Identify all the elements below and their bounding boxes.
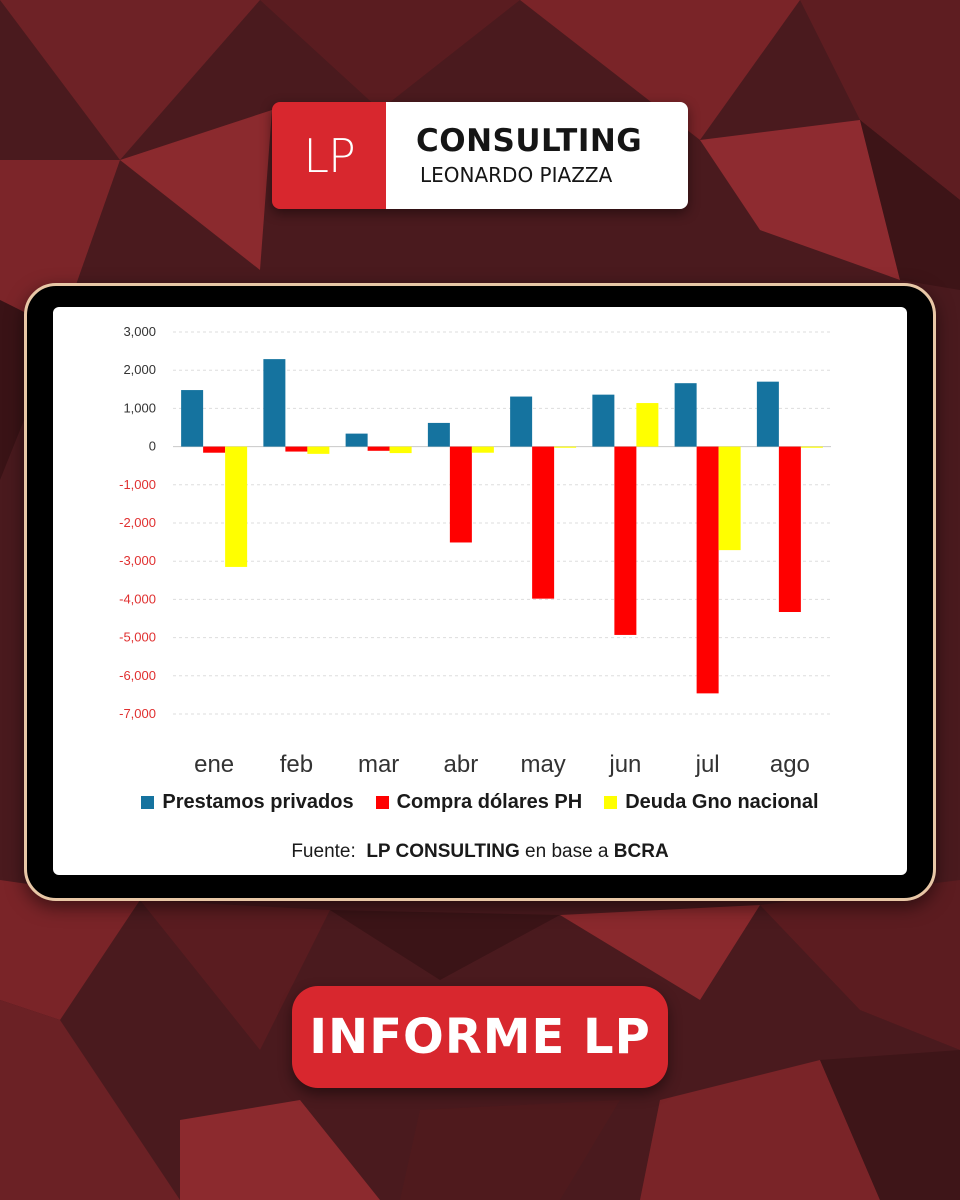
bar-may-s0	[510, 396, 533, 447]
y-tick-label: -2,000	[119, 515, 156, 530]
x-tick-label: ene	[194, 751, 234, 778]
bar-ago-s0	[756, 381, 779, 447]
source-mid: en base a	[525, 841, 609, 862]
source-org: LP CONSULTING	[366, 841, 520, 862]
bar-jul-s2	[718, 446, 741, 551]
y-tick-label: -7,000	[119, 706, 156, 721]
bar-feb-s1	[285, 446, 308, 452]
bar-ene-s2	[225, 446, 248, 567]
x-tick-label: ago	[770, 751, 810, 778]
legend-item-prestamos: Prestamos privados	[141, 791, 354, 814]
y-tick-label: -6,000	[119, 668, 156, 683]
x-tick-label: abr	[444, 751, 479, 778]
y-tick-label: -1,000	[119, 477, 156, 492]
y-tick-label: 0	[149, 439, 156, 454]
x-tick-label: jun	[608, 751, 641, 778]
source-note: Fuente: LP CONSULTING en base a BCRA	[53, 841, 907, 863]
y-tick-label: -4,000	[119, 591, 156, 606]
y-tick-label: 2,000	[123, 362, 156, 377]
bar-abr-s2	[471, 446, 494, 453]
x-tick-label: mar	[358, 751, 399, 778]
bar-may-s1	[532, 446, 555, 599]
legend-swatch-blue	[141, 796, 155, 809]
bar-jul-s0	[674, 383, 697, 447]
logo-text: CONSULTING LEONARDO PIAZZA	[386, 102, 688, 209]
y-tick-label: 1,000	[123, 400, 156, 415]
bar-jun-s0	[592, 394, 615, 447]
bar-feb-s0	[263, 359, 286, 447]
y-tick-label: -5,000	[119, 630, 156, 645]
bar-jul-s1	[696, 446, 719, 694]
bar-jun-s1	[614, 446, 637, 635]
bar-abr-s0	[427, 422, 450, 447]
legend-swatch-yellow	[604, 796, 618, 809]
x-tick-label: feb	[280, 751, 313, 778]
bar-jun-s2	[636, 403, 659, 447]
bar-ene-s0	[181, 390, 204, 447]
bar-mar-s0	[345, 433, 368, 447]
legend-label: Compra dólares PH	[396, 791, 583, 813]
bar-mar-s2	[389, 446, 412, 454]
bar-mar-s1	[367, 446, 390, 451]
bar-ago-s2	[800, 446, 823, 448]
bar-may-s2	[554, 446, 577, 448]
y-tick-label: -3,000	[119, 553, 156, 568]
chart-panel: 3,000 2,000 1,000 0 -1,000 -2,000 -3,000 -4,000…	[53, 307, 907, 875]
bar-chart: 3,000 2,000 1,000 0 -1,000 -2,000 -3,000 -4,000…	[119, 324, 831, 778]
informe-lp-button[interactable]: INFORME LP	[292, 986, 668, 1088]
logo-title: CONSULTING	[416, 123, 643, 160]
legend-item-compra: Compra dólares PH	[375, 791, 583, 814]
bar-feb-s2	[307, 446, 330, 454]
bar-abr-s1	[449, 446, 472, 543]
x-tick-label: jul	[695, 751, 720, 778]
legend-swatch-red	[375, 796, 389, 809]
logo-mark: LP	[272, 102, 386, 209]
bar-ene-s1	[203, 446, 226, 453]
brand-logo: LP CONSULTING LEONARDO PIAZZA	[272, 102, 688, 209]
x-tick-label: may	[520, 751, 565, 778]
logo-subtitle: LEONARDO PIAZZA	[420, 162, 613, 187]
legend-label: Prestamos privados	[162, 791, 354, 813]
y-tick-label: 3,000	[123, 324, 156, 339]
legend-item-deuda: Deuda Gno nacional	[604, 791, 819, 814]
chart-legend: Prestamos privados Compra dólares PH Deu…	[53, 791, 907, 814]
source-ref: BCRA	[613, 841, 669, 862]
source-prefix: Fuente:	[291, 841, 356, 862]
legend-label: Deuda Gno nacional	[625, 791, 819, 813]
bar-ago-s1	[778, 446, 801, 613]
